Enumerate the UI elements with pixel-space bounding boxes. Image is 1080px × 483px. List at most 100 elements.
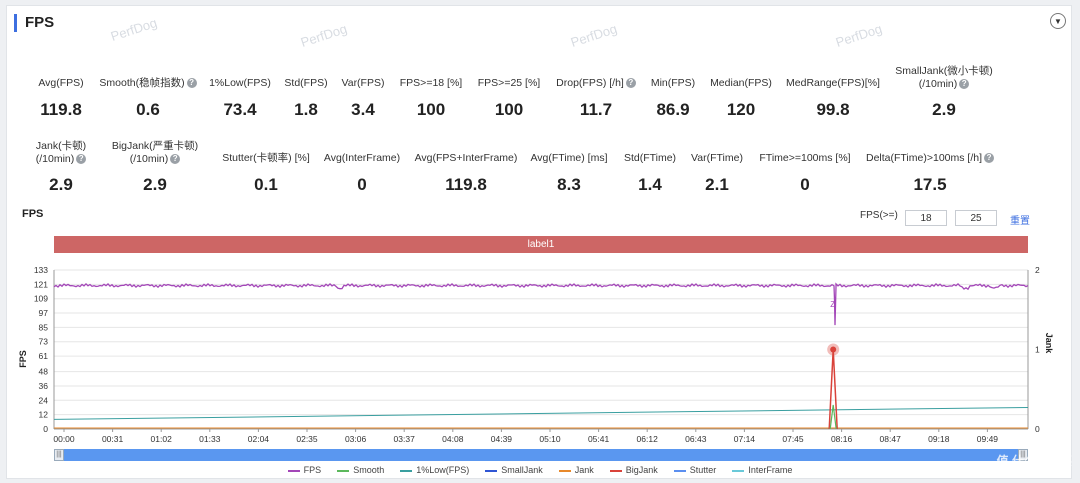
x-tick-label: 08:47 — [880, 434, 902, 444]
stat-value: 2.1 — [705, 175, 729, 194]
stat-label: Std(FTime) — [623, 152, 677, 164]
stat-bigjank: BigJank(严重卡顿) (/10min)? 2.9 — [85, 140, 225, 194]
reset-link[interactable]: 重置 — [1010, 216, 1030, 227]
series-bigjank-spike — [828, 349, 838, 430]
stat-label: Avg(FPS) — [38, 77, 84, 89]
stat-median-fps: Median(FPS) 120 — [671, 77, 811, 119]
stat-label: SmallJank(微小卡顿) — [895, 65, 993, 77]
legend-label: Jank — [574, 465, 594, 475]
legend-item[interactable]: FPS — [287, 465, 322, 475]
stat-value: 0.1 — [254, 175, 278, 194]
legend-item[interactable]: BigJank — [609, 465, 658, 475]
stat-avg-fps: Avg(FPS) 119.8 — [0, 77, 131, 119]
scroll-handle-right[interactable]: ||| — [1018, 449, 1028, 461]
stat-label: Smooth(稳帧指数)? — [78, 77, 218, 90]
legend-swatch — [609, 469, 622, 472]
x-tick-label: 02:35 — [296, 434, 318, 444]
stat-avg-fps-interframe: Avg(FPS+InterFrame) 119.8 — [396, 152, 536, 194]
x-tick-label: 02:04 — [248, 434, 270, 444]
stat-fps-18: FPS>=18 [%] 100 — [361, 77, 501, 119]
stat-value: 11.7 — [579, 100, 613, 119]
legend-item[interactable]: Smooth — [337, 465, 384, 475]
help-icon[interactable]: ? — [170, 154, 181, 165]
x-tick-label: 01:33 — [199, 434, 221, 444]
stat-avg-interframe: Avg(InterFrame) 0 — [292, 152, 432, 194]
bigjank-point — [830, 346, 837, 353]
stat-value: 8.3 — [557, 175, 581, 194]
stat-label: MedRange(FPS)[%] — [786, 77, 880, 89]
x-tick-label: 03:37 — [394, 434, 416, 444]
stat-label: Delta(FTime)>100ms [/h]? — [860, 152, 1000, 165]
stat-std-fps: Std(FPS) 1.8 — [236, 77, 376, 119]
help-icon[interactable]: ? — [959, 79, 970, 90]
series-fps-line — [53, 282, 1029, 326]
stat-smooth: Smooth(稳帧指数)? 0.6 — [78, 77, 218, 119]
x-tick-label: 08:16 — [831, 434, 853, 444]
y-tick-label: 24 — [39, 395, 49, 405]
stat-1-low-fps: 1%Low(FPS) 73.4 — [170, 77, 310, 119]
legend-item[interactable]: InterFrame — [732, 465, 792, 475]
x-tick-label: 07:45 — [782, 434, 804, 444]
chart-section-title: FPS — [22, 208, 44, 220]
help-icon[interactable]: ? — [625, 78, 636, 89]
y-tick-label: 61 — [39, 351, 49, 361]
stat-label: Stutter(卡顿率) [%] — [222, 152, 310, 164]
fps-line-chart: 133 121 109 97 85 73 61 48 36 24 12 0 FPS Jank 2 1 0 00:0… — [18, 265, 1054, 444]
stat-value: 120 — [726, 100, 756, 119]
stat-label: FTime>=100ms [%] — [759, 152, 851, 164]
legend-label: FPS — [303, 465, 322, 475]
stat-drop-fps-h: Drop(FPS) [/h]? 11.7 — [526, 77, 666, 119]
x-tick-label: 05:10 — [539, 434, 561, 444]
x-tick-label: 00:31 — [102, 434, 124, 444]
stat-label: Drop(FPS) [/h]? — [526, 77, 666, 90]
stat-value: 0 — [800, 175, 810, 194]
scroll-handle-left[interactable]: ||| — [54, 449, 64, 461]
stat-value: 1.4 — [638, 175, 662, 194]
stat-var-fps: Var(FPS) 3.4 — [293, 77, 433, 119]
stat-label: Min(FPS) — [650, 77, 696, 89]
stat-value: 73.4 — [223, 100, 257, 119]
x-tick-label: 04:39 — [491, 434, 513, 444]
fps-threshold-18-input[interactable]: 18 — [905, 210, 947, 226]
legend-item[interactable]: Stutter — [673, 465, 716, 475]
stat-smalljank: SmallJank(微小卡顿) (/10min)? 2.9 — [874, 65, 1014, 119]
collapse-chevron-icon[interactable]: ▼ — [1050, 13, 1066, 29]
panel-title: FPS — [14, 14, 54, 32]
stat-value: 119.8 — [445, 175, 487, 194]
help-icon[interactable]: ? — [186, 78, 197, 89]
stat-label: Var(FPS) — [341, 77, 385, 89]
stat-medrange-fps: MedRange(FPS)[%] 99.8 — [763, 77, 903, 119]
stat-label: Jank(卡顿) — [35, 140, 87, 152]
stat-stutter: Stutter(卡顿率) [%] 0.1 — [196, 152, 336, 194]
x-tick-label: 01:02 — [151, 434, 173, 444]
y-tick-label: 73 — [39, 337, 49, 347]
help-icon[interactable]: ? — [76, 154, 87, 165]
legend-item[interactable]: Jank — [558, 465, 594, 475]
y-tick-label: 12 — [39, 410, 49, 420]
stat-value: 0.6 — [136, 100, 160, 119]
fps-threshold-25-input[interactable]: 25 — [955, 210, 997, 226]
stat-jank: Jank(卡顿) (/10min)? 2.9 — [0, 140, 131, 194]
legend-swatch — [400, 469, 413, 472]
stat-label: 1%Low(FPS) — [209, 77, 271, 89]
y-tick-label: 36 — [39, 381, 49, 391]
fps-threshold-label: FPS(>=) — [860, 210, 898, 221]
legend-item[interactable]: 1%Low(FPS) — [400, 465, 469, 475]
legend-swatch — [732, 469, 745, 472]
help-icon[interactable]: ? — [984, 153, 995, 164]
y-tick-label: 48 — [39, 367, 49, 377]
stat-label-unit: (/10min)? — [0, 153, 131, 166]
series-smooth-spike — [829, 404, 837, 430]
time-range-scrollbar[interactable]: ||| ||| — [54, 449, 1028, 461]
legend-item[interactable]: SmallJank — [485, 465, 543, 475]
legend-label: BigJank — [625, 465, 658, 475]
stat-value: 86.9 — [656, 100, 690, 119]
stat-label: Avg(InterFrame) — [323, 152, 401, 164]
stat-label: Avg(FTime) [ms] — [530, 152, 608, 164]
legend-swatch — [337, 469, 350, 472]
stat-value: 2.9 — [143, 175, 167, 194]
stat-value: 119.8 — [40, 100, 82, 119]
legend-swatch — [673, 469, 686, 472]
label-bar[interactable]: label1 — [54, 236, 1028, 253]
y-tick-label: 0 — [43, 424, 48, 434]
